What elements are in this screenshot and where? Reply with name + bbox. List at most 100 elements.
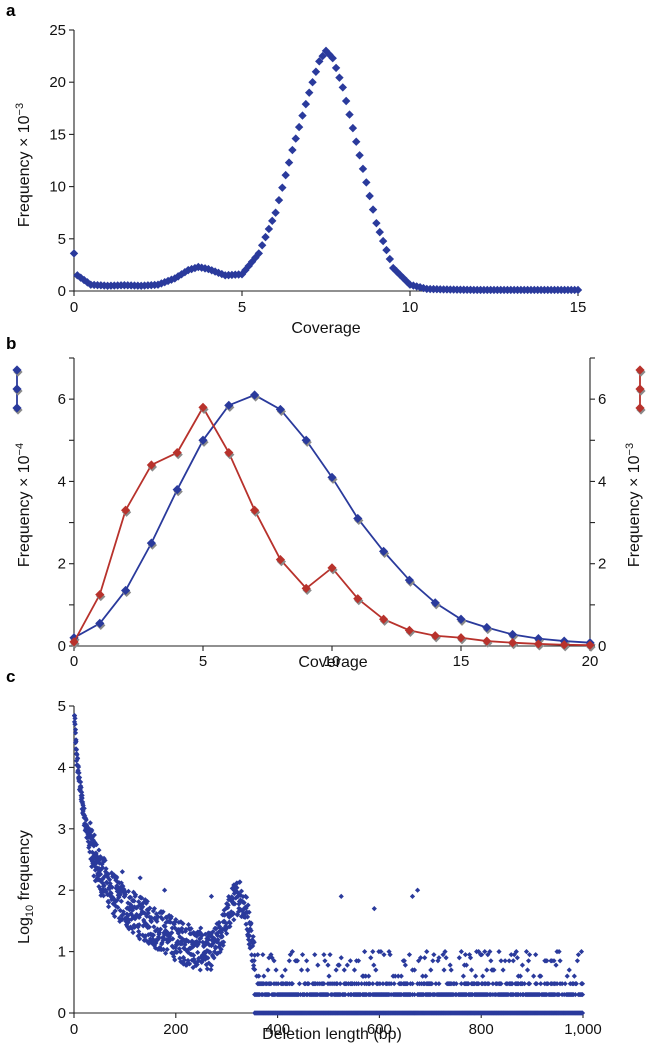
data-point: [95, 618, 105, 628]
data-point: [173, 272, 183, 281]
data-point: [261, 232, 270, 242]
data-point: [388, 981, 394, 987]
data-point: [326, 973, 332, 979]
data-point: [312, 952, 318, 958]
data-point: [247, 933, 253, 939]
data-point: [274, 195, 284, 205]
data-point: [150, 932, 157, 938]
data-point: [458, 981, 464, 987]
data-point: [559, 640, 569, 650]
data-point: [311, 67, 321, 76]
data-point: [538, 973, 544, 979]
data-point: [456, 614, 466, 624]
data-point: [186, 961, 193, 967]
data-point: [418, 955, 424, 961]
panel-b-ylabel-right: Frequency × 10−3: [624, 443, 643, 567]
data-point: [88, 836, 94, 842]
data-point: [564, 973, 570, 979]
data-point: [321, 46, 331, 56]
data-point: [479, 952, 485, 958]
data-point: [251, 939, 257, 945]
data-point: [409, 981, 416, 987]
data-point: [205, 955, 211, 961]
data-point: [465, 981, 472, 987]
data-point: [234, 885, 240, 891]
data-point: [556, 949, 562, 955]
panel-b-ytick-label-right: 6: [598, 391, 606, 408]
data-point: [533, 639, 543, 649]
data-point: [197, 967, 203, 973]
panel-b-xlabel: Coverage: [298, 654, 367, 671]
data-point: [327, 952, 333, 958]
panel-b-xtick-label: 10: [324, 653, 341, 670]
data-point: [244, 261, 253, 271]
data-point: [121, 505, 131, 515]
data-point: [224, 930, 230, 937]
data-point: [131, 924, 138, 930]
panel-c-ylabel: Log10 frequency: [16, 830, 36, 944]
data-point: [234, 880, 240, 886]
data-point: [164, 915, 170, 921]
data-point: [169, 930, 175, 936]
data-point: [76, 770, 82, 776]
data-point: [194, 938, 200, 945]
panel-b-xtick-label: 15: [453, 653, 470, 670]
data-point: [284, 158, 294, 167]
data-point: [282, 967, 288, 973]
panel-c-xlabel: Deletion length (bp): [262, 1026, 402, 1043]
data-point: [271, 958, 277, 964]
panel-c-xtick-label: 1,000: [564, 1021, 602, 1038]
data-point: [453, 981, 459, 987]
data-point: [185, 957, 191, 964]
data-point: [579, 1010, 586, 1016]
data-point: [508, 629, 518, 640]
data-point: [165, 929, 171, 936]
outlier-point: [414, 887, 421, 893]
data-point: [122, 892, 129, 898]
data-point: [198, 402, 208, 412]
data-point: [344, 962, 350, 968]
data-point: [480, 973, 486, 979]
data-point: [544, 958, 550, 964]
data-point: [177, 934, 183, 940]
data-point: [74, 756, 81, 762]
data-point: [264, 224, 274, 234]
data-point: [96, 865, 102, 871]
data-point: [172, 485, 182, 495]
data-point: [238, 888, 245, 894]
data-point: [378, 236, 388, 246]
data-point: [79, 789, 85, 795]
panel-a-ytick-label: 0: [58, 283, 66, 300]
data-point: [160, 946, 167, 953]
data-point: [506, 958, 512, 964]
legend-marker: [12, 403, 22, 413]
data-point: [246, 909, 252, 915]
data-point: [266, 955, 272, 961]
data-point: [125, 919, 132, 925]
data-point: [69, 249, 79, 258]
data-point: [146, 924, 152, 930]
data-point: [422, 955, 428, 961]
data-point: [372, 218, 381, 228]
data-point: [118, 898, 124, 904]
data-point: [271, 208, 280, 217]
data-point: [208, 966, 214, 973]
panel-c-ytick-label: 2: [58, 882, 66, 899]
data-point: [511, 952, 517, 958]
panel-b-ytick-label-left: 6: [58, 391, 66, 408]
data-point: [88, 841, 94, 847]
data-point: [378, 949, 384, 955]
panel-c-axes: 0 1 2 3 4 5 0 200 400 600 800 1,000: [58, 698, 602, 1038]
data-point: [164, 946, 170, 953]
data-point: [120, 909, 126, 915]
data-point: [490, 981, 496, 987]
panel-a-ytick-label: 25: [49, 22, 66, 39]
data-point: [215, 937, 221, 943]
data-point: [484, 967, 490, 973]
data-point: [585, 640, 595, 650]
data-point: [92, 867, 98, 873]
data-point: [201, 943, 207, 950]
data-point: [362, 178, 371, 187]
data-point: [562, 981, 568, 987]
data-point: [545, 981, 551, 987]
